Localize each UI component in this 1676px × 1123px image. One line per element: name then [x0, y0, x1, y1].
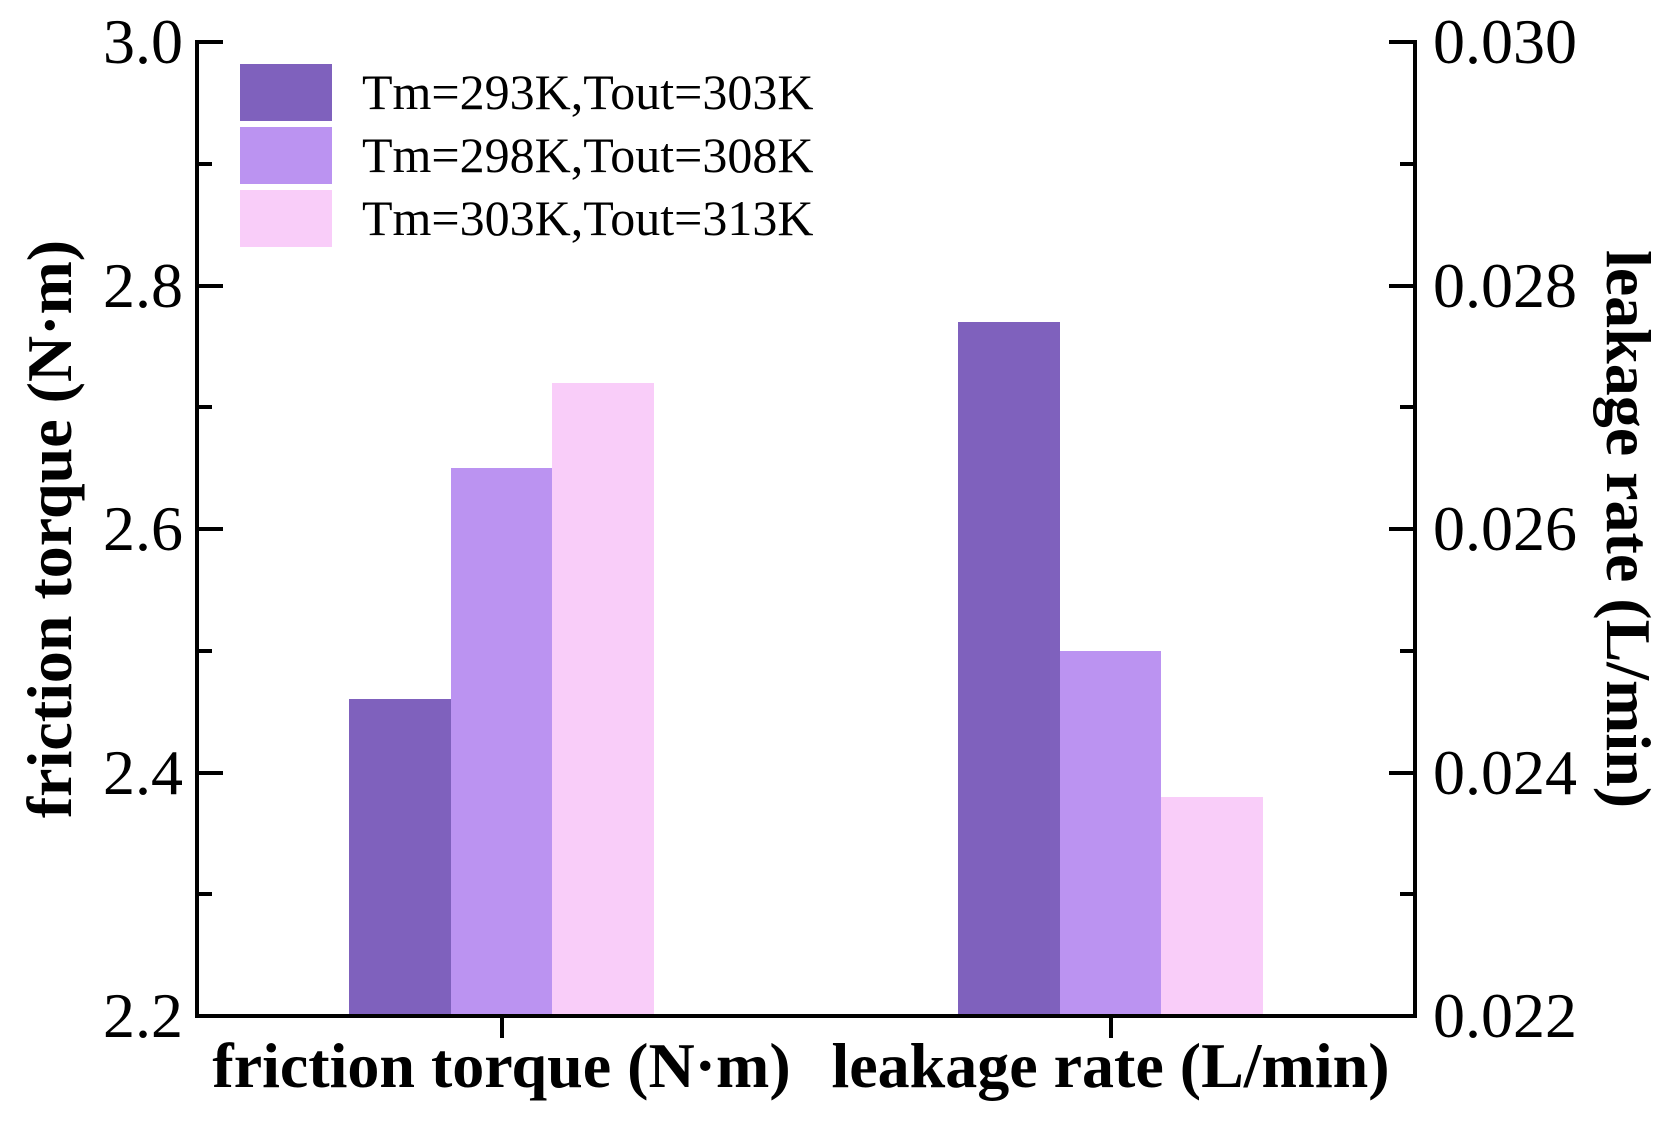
right-axis-major-tick — [1389, 527, 1413, 531]
right-axis-tick-label: 0.022 — [1433, 980, 1577, 1051]
right-axis-major-tick — [1389, 40, 1413, 44]
left-axis-minor-tick — [199, 892, 212, 897]
bar-series3-group1 — [552, 382, 655, 1016]
right-axis-tick-label: 0.026 — [1433, 493, 1577, 564]
legend: Tm=293K,Tout=303K Tm=298K,Tout=308K Tm=303… — [240, 64, 814, 253]
legend-label-series3: Tm=303K,Tout=313K — [362, 190, 814, 246]
right-axis-tick-label: 0.030 — [1433, 6, 1577, 77]
legend-swatch-series3 — [240, 190, 332, 247]
right-axis-major-tick — [1389, 1014, 1413, 1018]
left-axis-minor-tick — [199, 405, 212, 410]
left-axis-tick-label: 2.8 — [103, 249, 183, 321]
left-axis-minor-tick — [199, 161, 212, 166]
legend-label-series2: Tm=298K,Tout=308K — [362, 127, 814, 183]
bottom-axis-line — [195, 1014, 1417, 1018]
right-axis-minor-tick — [1400, 405, 1413, 410]
right-axis-major-tick — [1389, 283, 1413, 288]
bar-series3-group2 — [1161, 796, 1264, 1016]
right-axis-line — [1413, 40, 1417, 1018]
right-axis-title: leakage rate (L/min) — [1593, 249, 1664, 809]
bar-series2-group2 — [1059, 650, 1162, 1016]
x-category-label-friction-torque: friction torque (N·m) — [212, 1030, 791, 1101]
left-axis-major-tick — [199, 40, 223, 44]
bottom-axis-tick — [1108, 1016, 1113, 1038]
right-axis-minor-tick — [1400, 161, 1413, 166]
right-axis-minor-tick — [1400, 648, 1413, 653]
legend-item-3: Tm=303K,Tout=313K — [240, 190, 814, 247]
bar-series2-group1 — [450, 468, 553, 1016]
right-axis-tick-label: 0.028 — [1433, 249, 1577, 321]
left-axis-tick-label: 3.0 — [103, 6, 183, 77]
left-axis-tick-label: 2.4 — [103, 736, 183, 808]
legend-item-2: Tm=298K,Tout=308K — [240, 127, 814, 184]
left-axis-tick-label: 2.6 — [103, 493, 183, 564]
left-axis-minor-tick — [199, 648, 212, 653]
bar-series1-group2 — [957, 322, 1060, 1016]
right-axis-minor-tick — [1400, 892, 1413, 897]
right-axis-tick-label: 0.024 — [1433, 736, 1577, 808]
left-axis-major-tick — [199, 1014, 223, 1018]
left-axis-tick-label: 2.2 — [103, 980, 183, 1051]
legend-swatch-series2 — [240, 127, 332, 184]
left-axis-major-tick — [199, 770, 223, 775]
legend-swatch-series1 — [240, 64, 332, 121]
left-axis-line — [195, 40, 199, 1018]
bottom-axis-tick — [499, 1016, 504, 1038]
plot-area — [197, 42, 1415, 1016]
right-axis-major-tick — [1389, 770, 1413, 775]
x-category-label-leakage-rate: leakage rate (L/min) — [831, 1030, 1390, 1101]
legend-item-1: Tm=293K,Tout=303K — [240, 64, 814, 121]
legend-label-series1: Tm=293K,Tout=303K — [362, 64, 814, 120]
left-axis-major-tick — [199, 283, 223, 288]
left-axis-major-tick — [199, 527, 223, 531]
bar-series1-group1 — [348, 699, 451, 1016]
